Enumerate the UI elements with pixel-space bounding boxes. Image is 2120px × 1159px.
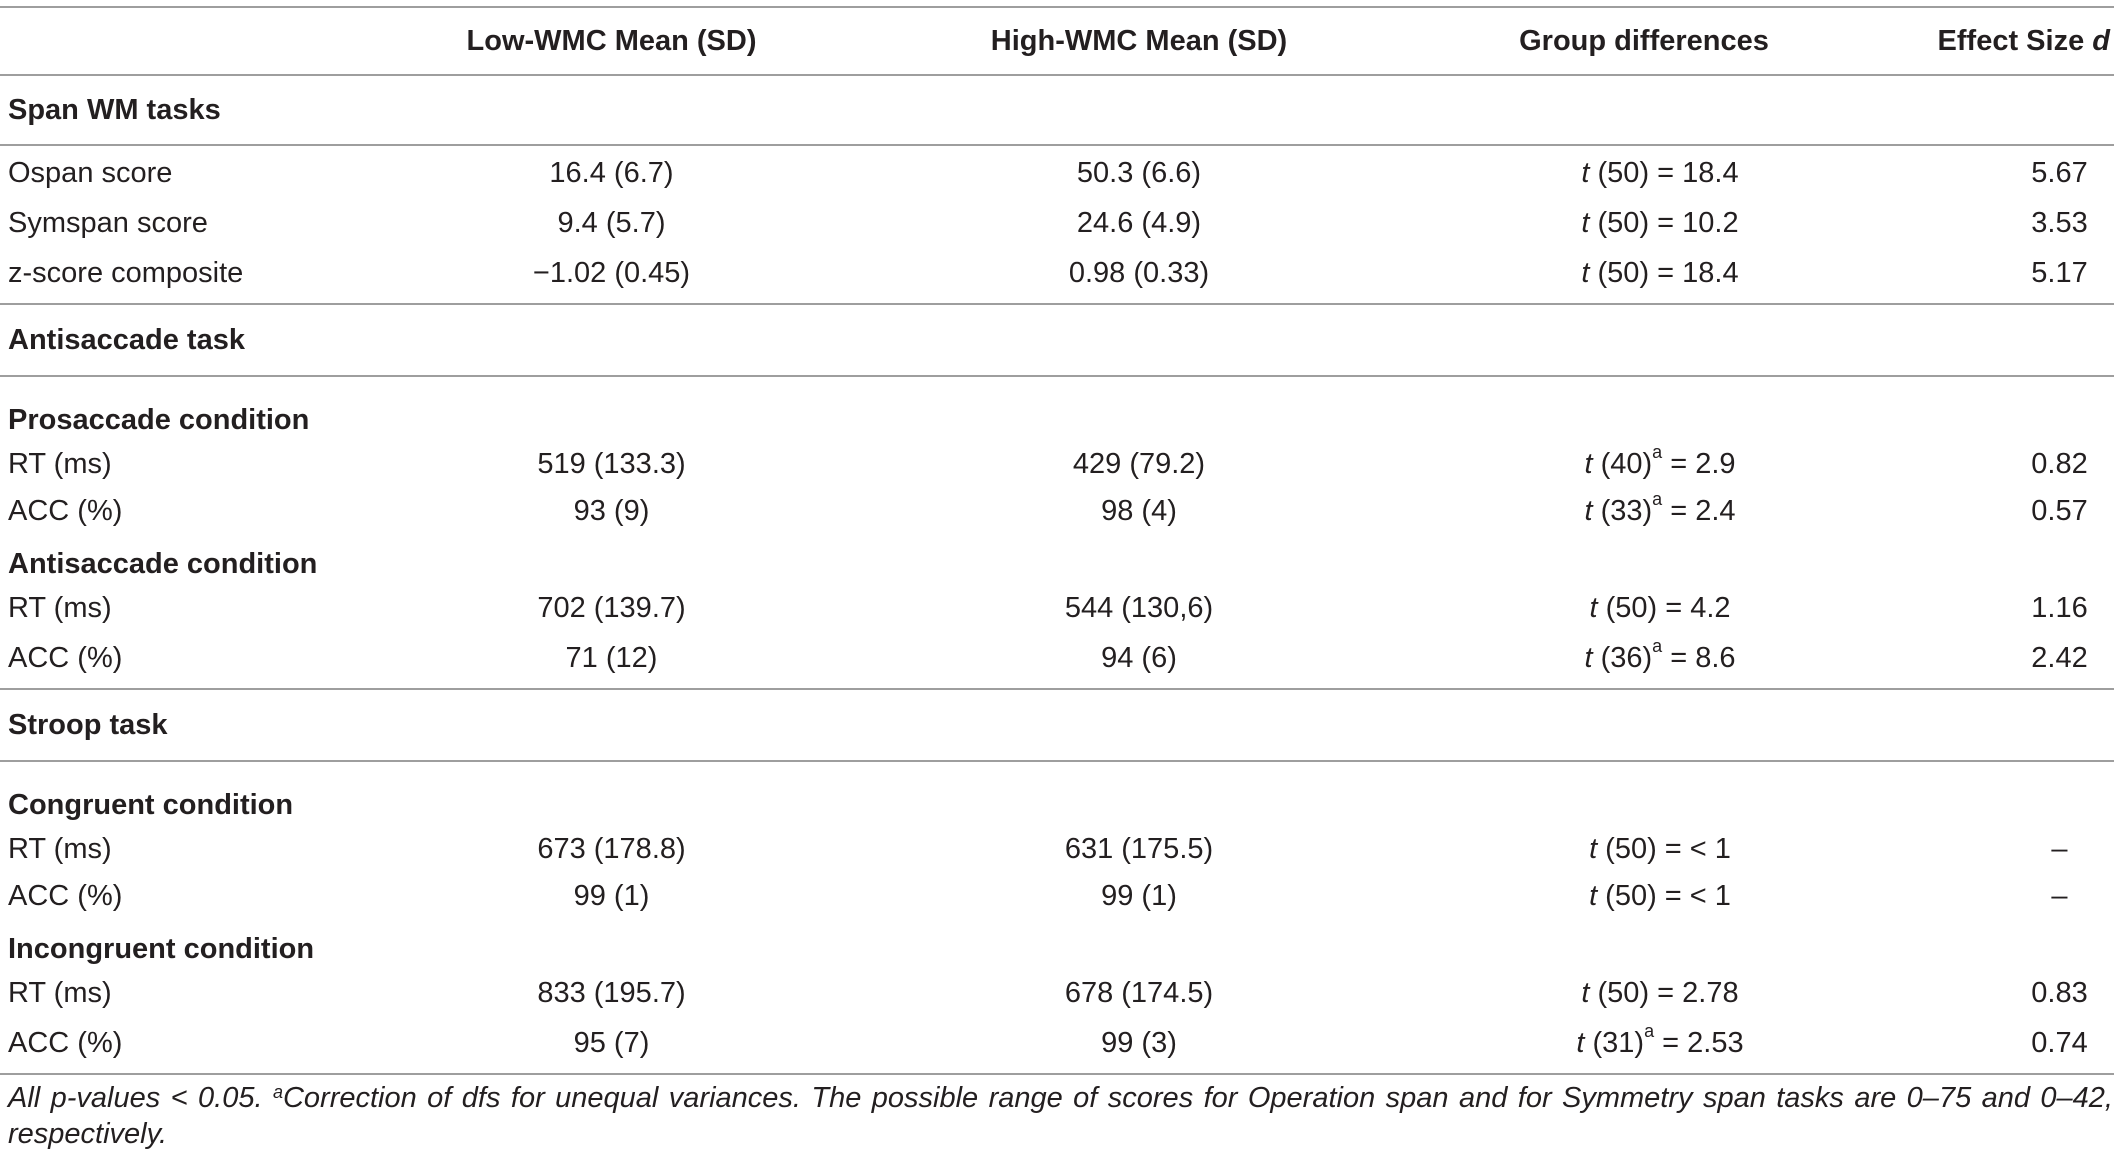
section-row: Span WM tasks: [0, 75, 2114, 146]
table-footnote: All p-values < 0.05. aCorrection of dfs …: [8, 1082, 2113, 1150]
effect-size-value: –: [2051, 833, 2068, 865]
row-label: RT (ms): [8, 592, 112, 624]
high-wmc-value: 631 (175.5): [1064, 833, 1214, 865]
high-wmc-value: 99 (3): [785, 1017, 1485, 1075]
high-wmc-value: 0.98 (0.33): [785, 247, 1485, 305]
table-row: ACC (%) 95 (7) 99 (3) t (31)a = 2.53 0.7…: [0, 1017, 2114, 1075]
table-row: ACC (%) 99 (1) 99 (1) t (50) = < 1 –: [0, 873, 2114, 920]
table-row: RT (ms) 702 (139.7) 544 (130,6) t (50) =…: [0, 585, 2114, 632]
effect-size-value: 5.17: [1795, 247, 2114, 305]
group-diff-value: t (50) = 18.4: [1485, 247, 1795, 305]
table-row: ACC (%) 93 (9) 98 (4) t (33)a = 2.4 0.57: [0, 488, 2114, 535]
header-label: [0, 6, 430, 76]
effect-size-value: 3.53: [2031, 207, 2088, 239]
table-row: ACC (%) 71 (12) 94 (6) t (36)a = 8.6 2.4…: [0, 632, 2114, 690]
high-wmc-value: 50.3 (6.6): [1076, 156, 1202, 189]
group-diff-value: t (31)a = 2.53: [1485, 1017, 1795, 1075]
group-diff-value: t (40)a = 2.9: [1584, 442, 1736, 480]
low-wmc-value: 95 (7): [430, 1017, 785, 1075]
table-row: RT (ms) 673 (178.8) 631 (175.5) t (50) =…: [0, 826, 2114, 873]
low-wmc-value: 99 (1): [573, 880, 650, 912]
high-wmc-value: 678 (174.5): [1064, 977, 1214, 1009]
subsection-row: Congruent condition: [0, 761, 2114, 826]
header-high-wmc: High-WMC Mean (SD): [785, 6, 1485, 76]
subsection-title: Antisaccade condition: [8, 548, 318, 580]
low-wmc-value: 71 (12): [430, 632, 785, 690]
effect-size-value: 0.74: [1795, 1017, 2114, 1075]
row-label: RT (ms): [8, 833, 112, 865]
effect-size-value: 0.57: [2031, 495, 2088, 527]
low-wmc-value: 702 (139.7): [537, 592, 686, 624]
group-diff-value: t (50) = 4.2: [1589, 592, 1731, 624]
subsection-title: Congruent condition: [8, 789, 294, 821]
section-title: Stroop task: [0, 689, 2114, 762]
table-row: RT (ms) 519 (133.3) 429 (79.2) t (40)a =…: [0, 441, 2114, 488]
results-table: Low-WMC Mean (SD) High-WMC Mean (SD) Gro…: [0, 6, 2114, 1075]
header-effect-size: Effect Size d: [1795, 6, 2114, 76]
section-row: Antisaccade task: [0, 304, 2114, 377]
row-label: ACC (%): [8, 495, 123, 527]
group-diff-value: t (33)a = 2.4: [1584, 489, 1736, 527]
subsection-row: Prosaccade condition: [0, 376, 2114, 441]
low-wmc-value: 833 (195.7): [537, 977, 686, 1009]
section-row: Stroop task: [0, 689, 2114, 762]
row-label: ACC (%): [8, 880, 123, 912]
section-title: Antisaccade task: [0, 304, 2114, 377]
group-diff-value: t (50) = 18.4: [1581, 156, 1739, 189]
row-label: RT (ms): [8, 448, 112, 480]
row-label: ACC (%): [0, 1017, 430, 1075]
low-wmc-value: 673 (178.8): [537, 833, 686, 865]
high-wmc-value: 24.6 (4.9): [1076, 207, 1202, 239]
header-group-diff: Group differences: [1485, 6, 1795, 76]
row-label: ACC (%): [0, 632, 430, 690]
row-label: Ospan score: [8, 156, 173, 189]
low-wmc-value: 16.4 (6.7): [549, 156, 674, 189]
table-row: Ospan score 16.4 (6.7) 50.3 (6.6) t (50)…: [0, 145, 2114, 200]
effect-size-value: 0.82: [2031, 448, 2088, 480]
subsection-title: Prosaccade condition: [8, 404, 310, 436]
group-diff-value: t (50) = < 1: [1589, 833, 1731, 865]
low-wmc-value: 9.4 (5.7): [557, 207, 666, 239]
table-row: Symspan score 9.4 (5.7) 24.6 (4.9) t (50…: [0, 200, 2114, 247]
header-low-wmc: Low-WMC Mean (SD): [430, 6, 785, 76]
row-label: Symspan score: [8, 207, 208, 239]
low-wmc-value: 519 (133.3): [537, 448, 686, 480]
row-label: RT (ms): [8, 977, 112, 1009]
subsection-title: Incongruent condition: [8, 933, 315, 965]
group-diff-value: t (36)a = 8.6: [1485, 632, 1795, 690]
effect-size-value: 0.83: [2031, 977, 2088, 1009]
high-wmc-value: 544 (130,6): [1064, 592, 1214, 624]
group-diff-value: t (50) = 10.2: [1581, 207, 1739, 239]
low-wmc-value: 93 (9): [573, 495, 650, 527]
low-wmc-value: −1.02 (0.45): [430, 247, 785, 305]
table-row: z-score composite −1.02 (0.45) 0.98 (0.3…: [0, 247, 2114, 305]
row-label: z-score composite: [0, 247, 430, 305]
table-row: RT (ms) 833 (195.7) 678 (174.5) t (50) =…: [0, 970, 2114, 1017]
group-diff-value: t (50) = < 1: [1589, 880, 1731, 912]
high-wmc-value: 98 (4): [1101, 495, 1177, 527]
effect-size-value: 1.16: [2031, 592, 2088, 624]
subsection-row: Antisaccade condition: [0, 535, 2114, 585]
effect-size-value: 5.67: [2031, 156, 2088, 189]
group-diff-value: t (50) = 2.78: [1581, 977, 1739, 1009]
effect-size-value: 2.42: [1795, 632, 2114, 690]
section-title: Span WM tasks: [0, 75, 2114, 146]
high-wmc-value: 429 (79.2): [1072, 448, 1206, 480]
high-wmc-value: 94 (6): [785, 632, 1485, 690]
subsection-row: Incongruent condition: [0, 920, 2114, 970]
high-wmc-value: 99 (1): [1101, 880, 1177, 912]
effect-size-value: –: [2051, 880, 2068, 912]
header-row: Low-WMC Mean (SD) High-WMC Mean (SD) Gro…: [0, 6, 2114, 76]
